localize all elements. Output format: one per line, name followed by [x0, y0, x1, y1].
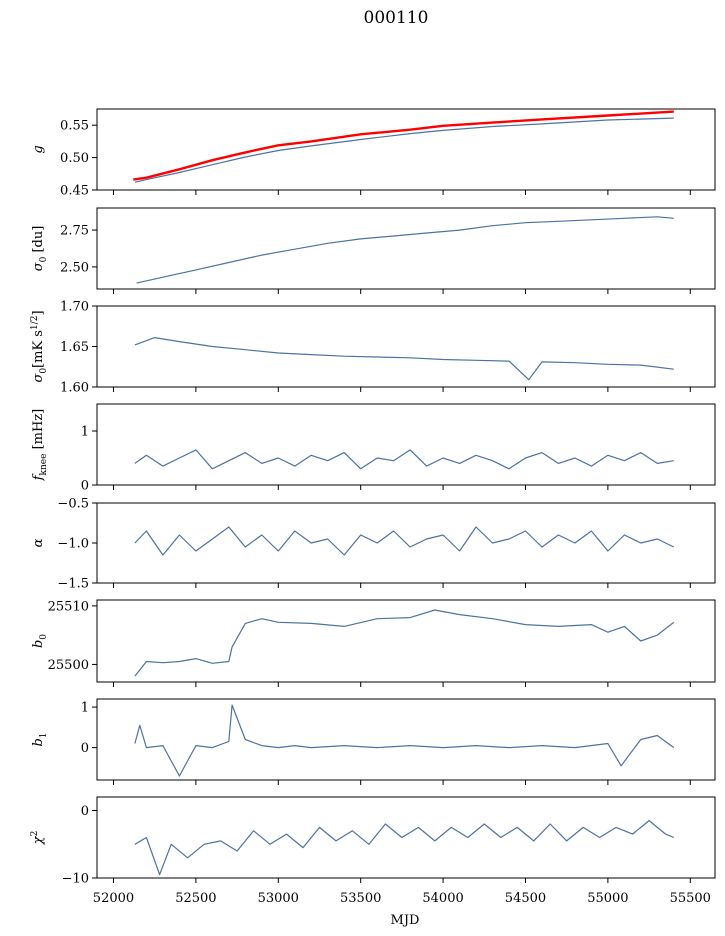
y-tick-label: 0.55: [60, 119, 89, 134]
series-line-b0-0: [134, 609, 675, 677]
x-tick-label: 54500: [505, 891, 546, 906]
y-tick-label: 1.65: [60, 340, 89, 355]
x-tick-label: 55500: [670, 891, 711, 906]
series-line-alpha-0: [134, 526, 675, 556]
x-tick-label: 54000: [422, 891, 463, 906]
y-tick-label: 25500: [48, 658, 89, 673]
panel-b1: 0 1 b1: [31, 698, 716, 785]
y-tick-label: 0: [81, 479, 89, 494]
y-tick-label: −0.5: [57, 497, 89, 512]
panel-chi2: −10 0 χ2: [30, 796, 716, 887]
x-tick-label: 53000: [258, 891, 299, 906]
panel-frame: [96, 403, 716, 486]
y-tick-label: 1: [81, 425, 89, 440]
panel-frame: [96, 207, 716, 290]
y-axis-label: b0: [31, 634, 49, 648]
panel-g: 0.45 0.50 0.55 g: [31, 108, 716, 199]
panel-sigma0_du: 2.50 2.75 σ0 [du]: [31, 207, 716, 294]
y-axis-label: α: [31, 538, 46, 547]
panel-frame: [96, 599, 716, 683]
x-tick-label: 53500: [340, 891, 381, 906]
y-tick-label: 2.75: [60, 224, 89, 239]
y-tick-label: 1.60: [60, 381, 89, 396]
y-axis-label: χ2: [30, 831, 46, 846]
y-axis-label: σ0[mK s1/2]: [30, 310, 49, 382]
y-tick-label: −1.0: [57, 537, 89, 552]
y-tick-label: 0: [81, 804, 89, 819]
x-axis: 52000 52500 53000 53500 54000 54500 55000 55500: [93, 891, 711, 906]
y-tick-label: 2.50: [60, 260, 89, 275]
figure-title: 000110: [364, 8, 429, 28]
y-tick-label: 0.50: [60, 151, 89, 166]
y-tick-label: 1.70: [60, 300, 89, 315]
y-axis-label: b1: [31, 732, 49, 746]
series-line-g-0: [133, 110, 674, 181]
panel-frame: [96, 796, 716, 879]
x-tick-label: 52500: [175, 891, 216, 906]
panel-frame: [96, 305, 716, 388]
y-tick-label: −1.5: [57, 577, 89, 592]
panel-frame: [96, 108, 716, 191]
y-tick-label: −10: [62, 872, 89, 887]
y-tick-label: 0.45: [60, 184, 89, 199]
panel-frame: [96, 698, 716, 781]
y-tick-label: 0: [81, 741, 89, 756]
series-line-g-1: [134, 117, 674, 183]
panel-b0: 25500 25510 b0: [31, 599, 716, 687]
x-tick-label: 52000: [93, 891, 134, 906]
y-tick-label: 25510: [48, 599, 89, 614]
series-line-sigma0_mk-0: [134, 337, 674, 381]
y-axis-label: σ0 [du]: [31, 226, 49, 272]
series-line-b1-0: [134, 704, 675, 777]
panel-sigma0_mk: 1.60 1.65 1.70 σ0[mK s1/2]: [30, 300, 716, 396]
x-axis-label: MJD: [391, 913, 420, 928]
panels: 0.45 0.50 0.55 g 2.50 2.75 σ0 [du] 1.60 1.65 1.70…: [30, 108, 716, 887]
x-tick-label: 55000: [587, 891, 628, 906]
panel-fknee: 0 1 fknee [mHz]: [31, 403, 716, 494]
y-axis-label: g: [31, 145, 46, 153]
y-tick-label: 1: [81, 701, 89, 716]
series-line-sigma0_du-0: [136, 216, 674, 284]
panel-alpha: −1.5 −1.0 −0.5 α: [31, 497, 716, 592]
series-line-fknee-0: [134, 449, 674, 470]
series-line-chi2-0: [134, 819, 675, 876]
y-axis-label: fknee [mHz]: [31, 409, 49, 482]
